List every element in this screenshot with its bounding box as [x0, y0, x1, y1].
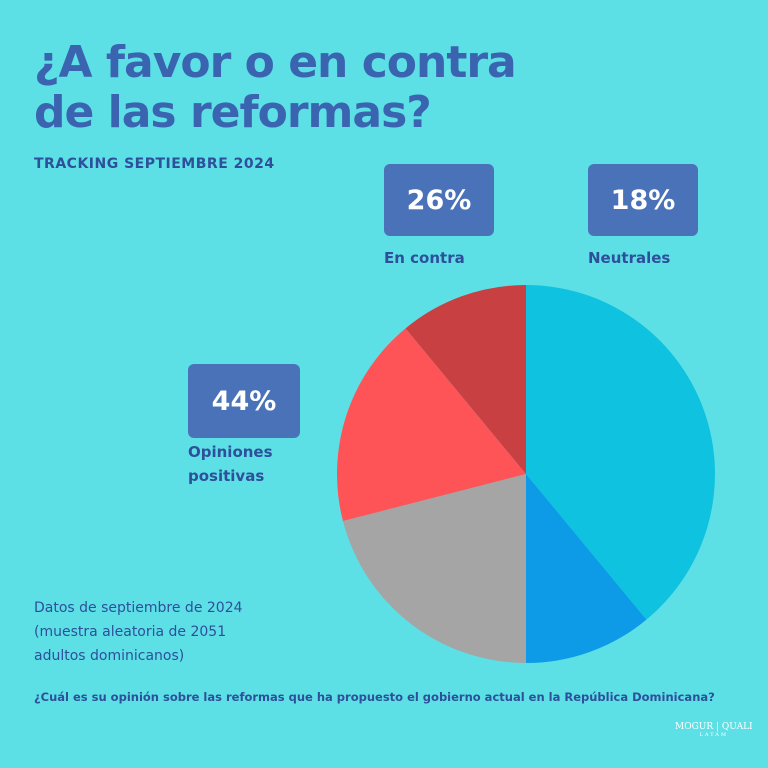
- pie-slice: [337, 328, 526, 522]
- stat-caption: Neutrales: [588, 249, 671, 267]
- survey-question: ¿Cuál es su opinión sobre las reformas q…: [34, 690, 715, 704]
- stat-box: 26%: [384, 164, 494, 236]
- stat-box: 44%: [188, 364, 300, 438]
- chart-title: ¿A favor o en contra de las reformas?: [34, 37, 517, 138]
- logo-name: MOGUR | QUALI: [675, 722, 753, 732]
- logo-sub: LATAM: [699, 732, 729, 738]
- stat-caption: Opiniones positivas: [188, 443, 273, 485]
- logo: MOGUR | QUALI LATAM: [675, 722, 753, 738]
- pie-slice: [526, 285, 715, 620]
- pie-slice: [405, 285, 526, 474]
- chart-subtitle: TRACKING SEPTIEMBRE 2024: [34, 156, 275, 172]
- source-note: Datos de septiembre de 2024 (muestra ale…: [34, 600, 243, 664]
- pie-slice: [342, 474, 526, 663]
- pie-slice: [526, 474, 647, 663]
- stat-caption: En contra: [384, 249, 465, 267]
- stat-box: 18%: [588, 164, 698, 236]
